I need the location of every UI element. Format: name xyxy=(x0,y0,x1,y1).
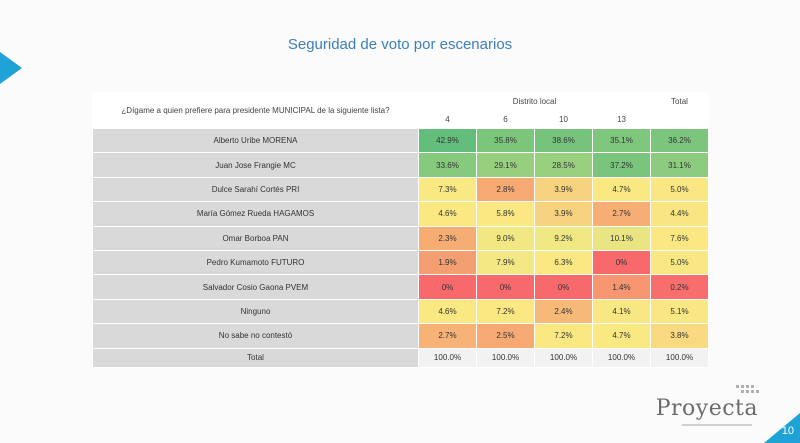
value-cell: 35.8% xyxy=(476,127,535,154)
district-header: 4 xyxy=(418,110,477,129)
value-cell: 33.6% xyxy=(418,152,477,178)
table-row: Salvador Cosio Gaona PVEM 0% 0% 0% 1.4% 0.2% xyxy=(92,274,709,300)
table-row: Omar Borboa PAN 2.3% 9.0% 9.2% 10.1% 7.6% xyxy=(92,225,709,251)
row-label: Ninguno xyxy=(92,298,419,325)
total-cell: 100.0% xyxy=(534,347,593,368)
table-row: Ninguno 4.6% 7.2% 2.4% 4.1% 5.1% xyxy=(92,298,709,325)
value-cell: 2.7% xyxy=(592,201,651,227)
value-cell: 7.2% xyxy=(476,298,535,325)
district-header: 10 xyxy=(534,110,593,129)
value-cell: 4.7% xyxy=(592,176,651,203)
question-text: ¿Dígame a quien prefiere para presidente… xyxy=(92,92,419,129)
total-cell: 100.0% xyxy=(592,347,651,368)
value-cell: 7.3% xyxy=(418,176,477,203)
value-cell: 5.8% xyxy=(476,201,535,227)
value-cell: 2.4% xyxy=(534,298,593,325)
value-cell: 3.9% xyxy=(534,201,593,227)
value-cell: 0.2% xyxy=(650,274,709,300)
value-cell: 4.4% xyxy=(650,201,709,227)
table-row: María Gómez Rueda HAGAMOS 4.6% 5.8% 3.9% 2.7… xyxy=(92,201,709,227)
table-row: No sabe no contestó 2.7% 2.5% 7.2% 4.7% 3.8% xyxy=(92,323,709,349)
value-cell: 10.1% xyxy=(592,225,651,251)
value-cell: 0% xyxy=(534,274,593,300)
value-cell: 3.9% xyxy=(534,176,593,203)
row-label: Alberto Uribe MORENA xyxy=(92,127,419,154)
table-row: Pedro Kumamoto FUTURO 1.9% 7.9% 6.3% 0% 5.0% xyxy=(92,249,709,276)
value-cell: 4.7% xyxy=(592,323,651,349)
page-number-badge: 10 xyxy=(764,413,800,443)
row-label: Salvador Cosio Gaona PVEM xyxy=(92,274,419,300)
value-cell: 2.8% xyxy=(476,176,535,203)
value-cell: 5.0% xyxy=(650,249,709,276)
slide-marker-arrow xyxy=(0,52,22,84)
value-cell: 42.9% xyxy=(418,127,477,154)
row-label: Dulce Sarahí Cortés PRI xyxy=(92,176,419,203)
value-cell: 7.9% xyxy=(476,249,535,276)
row-label: María Gómez Rueda HAGAMOS xyxy=(92,201,419,227)
page-number: 10 xyxy=(781,425,794,437)
value-cell: 4.6% xyxy=(418,201,477,227)
total-header: Total xyxy=(650,92,709,129)
total-cell: 100.0% xyxy=(418,347,477,368)
total-cell: 100.0% xyxy=(650,347,709,368)
value-cell: 9.2% xyxy=(534,225,593,251)
table-row: Alberto Uribe MORENA 42.9% 35.8% 38.6% 35.1%… xyxy=(92,127,709,154)
value-cell: 38.6% xyxy=(534,127,593,154)
row-label: Pedro Kumamoto FUTURO xyxy=(92,249,419,276)
value-cell: 9.0% xyxy=(476,225,535,251)
total-row-label: Total xyxy=(92,347,419,368)
value-cell: 2.7% xyxy=(418,323,477,349)
results-table: ¿Dígame a quien prefiere para presidente… xyxy=(92,92,709,368)
value-cell: 5.1% xyxy=(650,298,709,325)
total-row: Total 100.0% 100.0% 100.0% 100.0% 100.0% xyxy=(92,347,709,368)
value-cell: 7.2% xyxy=(534,323,593,349)
value-cell: 5.0% xyxy=(650,176,709,203)
slide-title: Seguridad de voto por escenarios xyxy=(287,36,513,53)
value-cell: 7.6% xyxy=(650,225,709,251)
value-cell: 31.1% xyxy=(650,152,709,178)
value-cell: 0% xyxy=(592,249,651,276)
proyecta-logo: Proyecta xyxy=(655,396,758,421)
logo-dots-graphic xyxy=(736,385,760,397)
total-cell: 100.0% xyxy=(476,347,535,368)
table-row: Dulce Sarahí Cortés PRI 7.3% 2.8% 3.9% 4.7% 5… xyxy=(92,176,709,203)
district-header: 6 xyxy=(476,110,535,129)
value-cell: 6.3% xyxy=(534,249,593,276)
row-label: Omar Borboa PAN xyxy=(92,225,419,251)
value-cell: 35.1% xyxy=(592,127,651,154)
group-header: Distrito local xyxy=(418,92,651,111)
value-cell: 0% xyxy=(476,274,535,300)
logo-underline xyxy=(682,424,752,426)
district-header: 13 xyxy=(592,110,651,129)
row-label: No sabe no contestó xyxy=(92,323,419,349)
value-cell: 4.6% xyxy=(418,298,477,325)
value-cell: 3.8% xyxy=(650,323,709,349)
value-cell: 0% xyxy=(418,274,477,300)
value-cell: 2.5% xyxy=(476,323,535,349)
value-cell: 2.3% xyxy=(418,225,477,251)
value-cell: 29.1% xyxy=(476,152,535,178)
value-cell: 37.2% xyxy=(592,152,651,178)
value-cell: 4.1% xyxy=(592,298,651,325)
row-label: Juan Jose Frangie MC xyxy=(92,152,419,178)
value-cell: 1.9% xyxy=(418,249,477,276)
value-cell: 36.2% xyxy=(650,127,709,154)
table-row: Juan Jose Frangie MC 33.6% 29.1% 28.5% 37.2%… xyxy=(92,152,709,178)
value-cell: 28.5% xyxy=(534,152,593,178)
value-cell: 1.4% xyxy=(592,274,651,300)
table-body: Alberto Uribe MORENA 42.9% 35.8% 38.6% 35.1%… xyxy=(92,127,709,349)
